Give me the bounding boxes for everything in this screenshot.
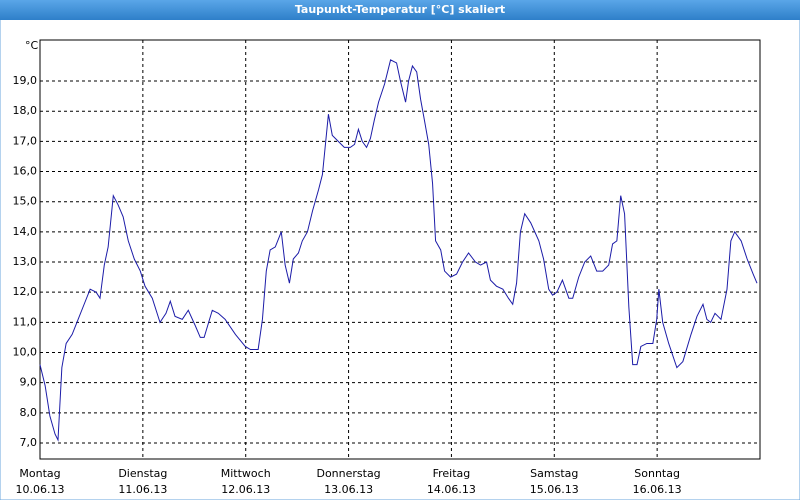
x-tick-label: Montag — [19, 467, 60, 480]
line — [39, 59, 758, 442]
plot-area — [39, 39, 761, 460]
y-tick-label: 15,0 — [13, 195, 38, 208]
y-tick-label: 9,0 — [20, 376, 38, 389]
x-tick-label: Freitag — [433, 467, 471, 480]
x-tick-date: 16.06.13 — [633, 483, 682, 496]
x-tick-date: 14.06.13 — [427, 483, 476, 496]
x-tick-date: 12.06.13 — [221, 483, 270, 496]
y-tick-label: 7,0 — [20, 436, 38, 449]
x-tick-label: Mittwoch — [221, 467, 271, 480]
x-tick-label: Samstag — [530, 467, 578, 480]
y-tick-label: 19,0 — [13, 74, 38, 87]
x-tick-label: Dienstag — [118, 467, 167, 480]
x-tick-label: Donnerstag — [316, 467, 380, 480]
chart-title: Taupunkt-Temperatur [°C] skaliert — [295, 3, 505, 16]
x-tick-date: 13.06.13 — [324, 483, 373, 496]
x-tick-date: 11.06.13 — [118, 483, 167, 496]
x-tick-date: 15.06.13 — [530, 483, 579, 496]
x-tick-label: Sonntag — [634, 467, 680, 480]
y-tick-label: 12,0 — [13, 285, 38, 298]
y-tick-label: 18,0 — [13, 104, 38, 117]
y-tick-label: 8,0 — [20, 406, 38, 419]
y-tick-label: 17,0 — [13, 134, 38, 147]
x-tick-date: 10.06.13 — [16, 483, 65, 496]
y-tick-label: 10,0 — [13, 346, 38, 359]
title-bar — [0, 0, 800, 20]
y-tick-label: 14,0 — [13, 225, 38, 238]
y-tick-label: 16,0 — [13, 165, 38, 178]
y-unit: °C — [25, 39, 39, 52]
y-tick-label: 11,0 — [13, 315, 38, 328]
y-tick-label: 13,0 — [13, 255, 38, 268]
